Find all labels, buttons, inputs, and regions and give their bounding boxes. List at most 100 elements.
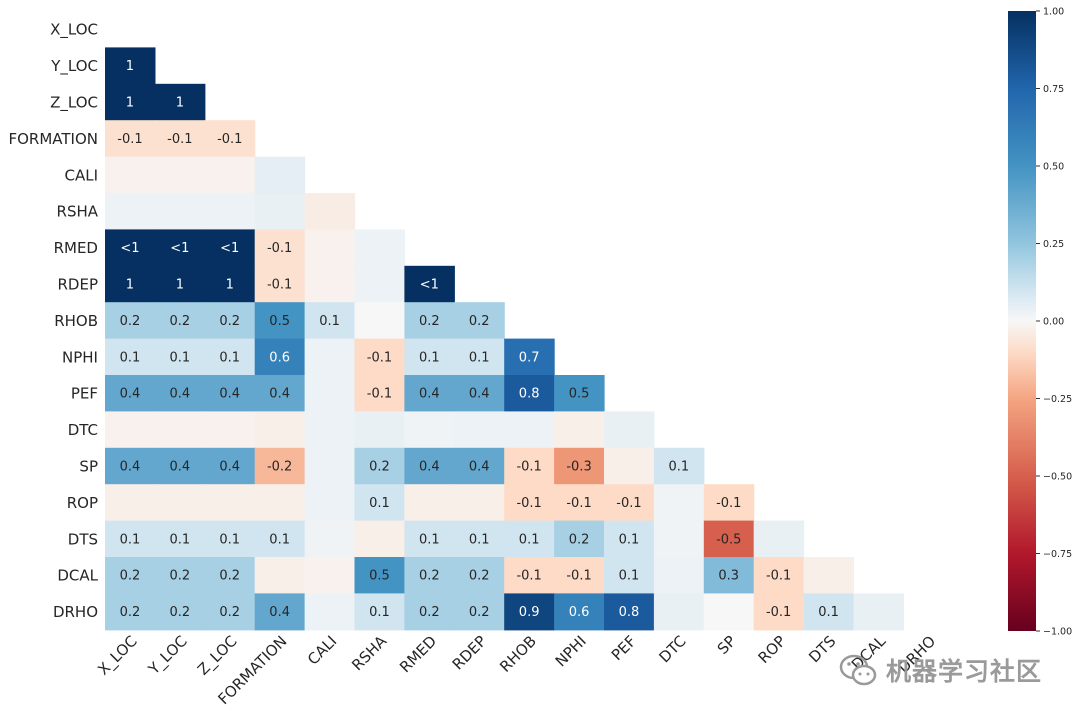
y-tick-label: DTS xyxy=(68,530,98,548)
y-tick-label: X_LOC xyxy=(50,21,98,40)
heatmap-cell-label: 0.2 xyxy=(219,569,240,584)
heatmap-cell xyxy=(154,83,206,121)
heatmap-cell-label: 0.4 xyxy=(170,387,191,402)
x-tick-label: ROP xyxy=(755,632,790,667)
heatmap-cell xyxy=(404,484,455,522)
heatmap-cell xyxy=(204,484,256,522)
heatmap-cell xyxy=(703,593,755,631)
colorbar-gradient xyxy=(1008,11,1036,631)
heatmap-cell xyxy=(304,411,356,449)
heatmap-cell xyxy=(105,338,156,376)
heatmap-cell-label: 0.2 xyxy=(419,569,440,584)
heatmap-cell xyxy=(703,520,755,558)
x-tick-label: Y_LOC xyxy=(144,632,191,679)
heatmap-cell xyxy=(554,557,605,594)
heatmap-cell-label: 0.2 xyxy=(120,314,141,329)
heatmap-cell-label: -0.1 xyxy=(516,569,541,584)
heatmap-cell xyxy=(454,520,505,558)
heatmap-cell-label: -0.1 xyxy=(267,241,292,256)
heatmap-cell-label: -0.1 xyxy=(716,496,741,511)
heatmap-cell xyxy=(653,447,705,485)
y-tick-label: SP xyxy=(79,458,98,476)
heatmap-cell-label: 0.2 xyxy=(170,314,191,329)
heatmap-cell-label: 1 xyxy=(176,96,184,111)
colorbar: 1.00 0.75 0.50 0.25 0.00 −0.25 −0.50 −0.75 −1.00 xyxy=(1008,7,1072,638)
heatmap-cell-label: 0.1 xyxy=(519,532,540,547)
heatmap-cell-label: -0.1 xyxy=(117,132,142,147)
heatmap-cell xyxy=(354,338,405,376)
heatmap-cell-label: <1 xyxy=(220,241,239,256)
heatmap-cell-label: 0.1 xyxy=(219,350,240,365)
heatmap-cell xyxy=(404,302,455,340)
heatmap-cell xyxy=(454,447,505,485)
y-tick-label: RMED xyxy=(54,239,98,257)
heatmap-cell-label: 0.4 xyxy=(469,387,490,402)
heatmap-cell xyxy=(154,193,206,230)
colorbar-tick-label: 0.25 xyxy=(1043,239,1064,250)
heatmap-cell-label: -0.3 xyxy=(566,460,591,475)
heatmap-cell xyxy=(554,593,605,631)
heatmap-cell xyxy=(404,411,455,449)
heatmap-cell-label: 0.8 xyxy=(519,387,540,402)
heatmap-cell xyxy=(653,557,705,594)
heatmap-cell-label: -0.1 xyxy=(217,132,242,147)
heatmap-cell xyxy=(254,411,306,449)
heatmap-cell-label: -0.1 xyxy=(766,605,791,620)
y-tick-label: Y_LOC xyxy=(50,57,98,76)
heatmap-cell xyxy=(454,375,505,412)
heatmap-cell xyxy=(105,375,156,412)
x-tick-label: DTC xyxy=(656,632,690,666)
colorbar-tick-label: 0.50 xyxy=(1043,162,1064,173)
heatmap-cell xyxy=(604,520,655,558)
watermark-text: 机器学习社区 xyxy=(886,657,1043,686)
heatmap-cell xyxy=(304,557,356,594)
heatmap-cell-label: 0.1 xyxy=(120,350,141,365)
heatmap-cell xyxy=(254,375,306,412)
heatmap-cell xyxy=(304,520,356,558)
heatmap-cell-label: -0.1 xyxy=(566,496,591,511)
watermark: 机器学习社区 xyxy=(838,648,1053,692)
heatmap-cell xyxy=(204,520,256,558)
heatmap-cell xyxy=(504,593,555,631)
heatmap-cell-label: -0.1 xyxy=(267,278,292,293)
x-tick-label: RHOB xyxy=(496,632,540,676)
heatmap-cell xyxy=(254,338,306,376)
heatmap-cell xyxy=(105,411,156,449)
heatmap-cell-label: 0.9 xyxy=(519,605,540,620)
heatmap-cell xyxy=(504,338,555,376)
heatmap-cell-label: -0.1 xyxy=(367,350,392,365)
heatmap-cell-label: 0.2 xyxy=(219,314,240,329)
y-tick-label: DRHO xyxy=(53,603,98,621)
heatmap-cell xyxy=(304,193,356,230)
heatmap-cell xyxy=(753,557,805,594)
heatmap-cell-label: -0.1 xyxy=(566,569,591,584)
heatmap-cell xyxy=(204,193,256,230)
heatmap-cell xyxy=(504,557,555,594)
heatmap-cell xyxy=(254,484,306,522)
heatmap-cell-label: -0.1 xyxy=(516,460,541,475)
heatmap-cell xyxy=(304,593,356,631)
heatmap-cell xyxy=(404,520,455,558)
heatmap-cell xyxy=(404,375,455,412)
heatmap-cell-label: <1 xyxy=(170,241,189,256)
y-tick-label: Z_LOC xyxy=(50,94,98,113)
heatmap-cell xyxy=(204,302,256,340)
heatmap-cell xyxy=(204,229,256,267)
heatmap-cell-label: 0.1 xyxy=(669,460,690,475)
heatmap-cell xyxy=(404,593,455,631)
heatmap-cell xyxy=(454,302,505,340)
heatmap-cell xyxy=(154,265,206,303)
y-tick-label: CALI xyxy=(64,166,98,184)
heatmap-cell xyxy=(554,447,605,485)
heatmap-cell xyxy=(105,193,156,230)
y-tick-label: FORMATION xyxy=(8,130,98,148)
colorbar-tick-label: −0.25 xyxy=(1043,394,1072,405)
heatmap-cell-label: 0.4 xyxy=(469,460,490,475)
heatmap-cell-label: 0.1 xyxy=(170,350,191,365)
heatmap-cell xyxy=(254,302,306,340)
heatmap-cell-label: 0.2 xyxy=(419,605,440,620)
heatmap-cell xyxy=(454,593,505,631)
heatmap-cell xyxy=(254,520,306,558)
heatmap-cell xyxy=(404,265,455,303)
heatmap-cell xyxy=(604,557,655,594)
